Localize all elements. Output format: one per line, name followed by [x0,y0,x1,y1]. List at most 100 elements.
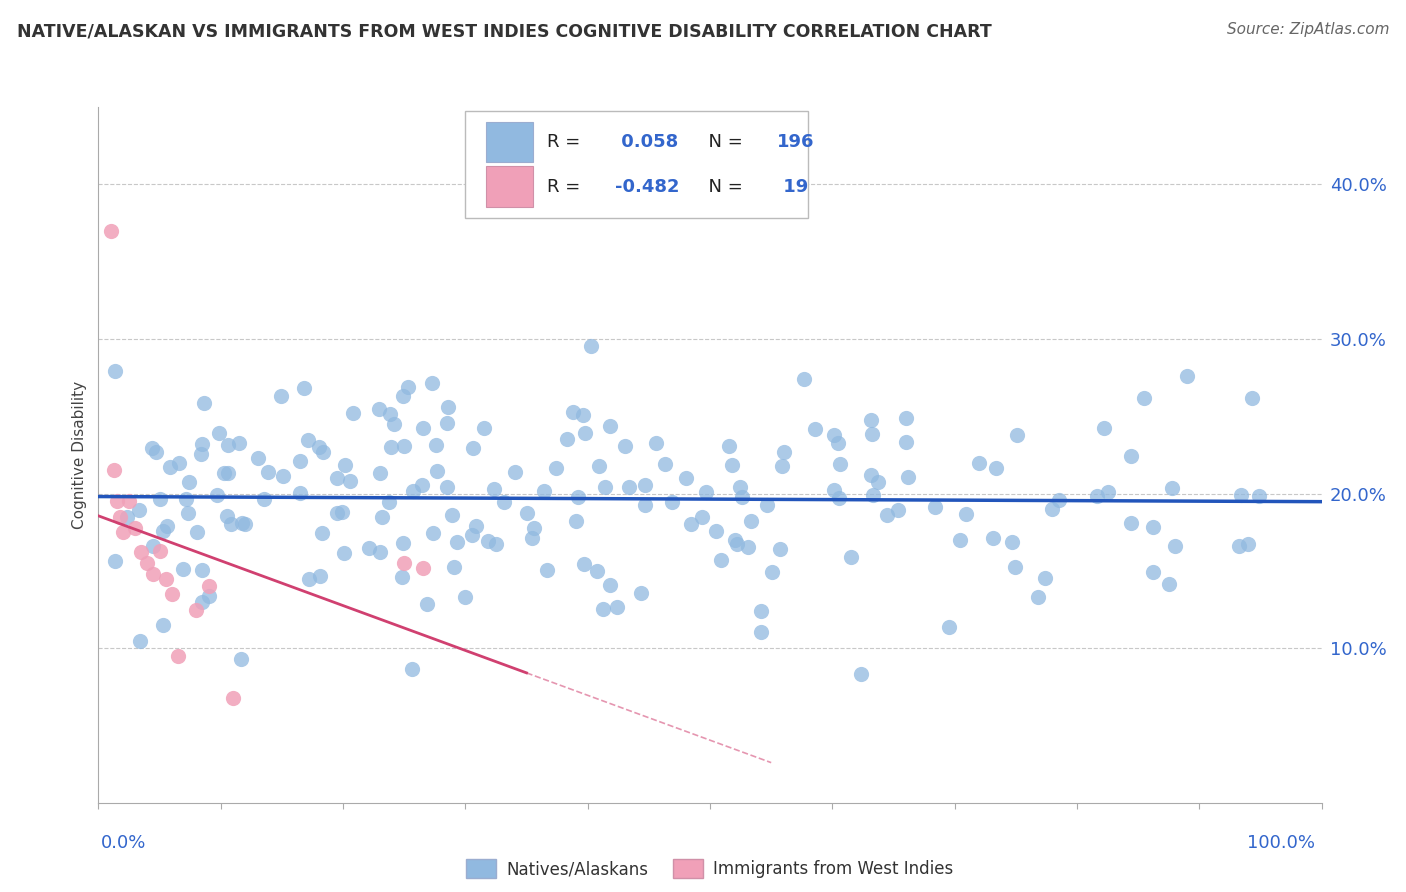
Point [247,450,270,465]
Point [770,458,793,473]
Point [969,456,991,470]
Point [257,465,280,479]
Point [214,466,236,480]
Point [1249,489,1271,503]
Point [141,441,163,455]
Point [159,459,181,474]
Point [592,602,614,616]
Point [477,533,499,548]
Point [730,491,752,505]
Point [174,491,197,506]
Point [186,525,208,540]
Point [533,483,555,498]
Point [725,537,748,551]
Point [536,563,558,577]
Point [761,565,783,579]
Point [446,534,468,549]
Point [378,495,401,509]
Point [357,541,380,555]
Point [326,506,349,520]
Point [411,478,433,492]
Text: -0.482: -0.482 [614,178,679,195]
Point [675,470,697,484]
Point [544,460,567,475]
Point [368,466,391,480]
Point [718,439,741,453]
Point [1241,391,1264,405]
Point [193,395,215,409]
Point [443,560,465,574]
Point [523,521,546,535]
Point [416,597,439,611]
Point [567,491,589,505]
Point [396,380,419,394]
Point [167,648,190,663]
Point [827,435,849,450]
Point [1040,502,1063,516]
Point [290,454,312,468]
Point [630,586,652,600]
Point [253,491,276,506]
Point [128,502,150,516]
Point [599,578,621,592]
Point [145,445,167,459]
Point [634,478,657,492]
Point [197,579,219,593]
Point [149,492,172,507]
Point [426,464,449,478]
Point [803,422,825,436]
Point [172,561,194,575]
Point [198,590,221,604]
Point [392,439,415,453]
Point [654,458,676,472]
Point [103,463,125,477]
Point [485,537,508,551]
Point [367,401,389,416]
Point [896,435,918,450]
Point [938,620,960,634]
Point [1047,493,1070,508]
Point [828,491,851,506]
Point [613,439,636,453]
Point [402,483,425,498]
Point [737,540,759,554]
Point [710,552,733,566]
Point [217,467,239,481]
Point [330,504,353,518]
Point [222,690,245,705]
Point [1227,539,1250,553]
Point [298,572,321,586]
Point [412,561,434,575]
Point [862,488,884,502]
Point [823,483,845,497]
Point [1157,576,1180,591]
Point [1230,488,1253,502]
Point [441,508,464,522]
Point [160,587,183,601]
Point [588,459,610,474]
Point [167,456,190,470]
Point [217,509,239,524]
FancyBboxPatch shape [486,167,533,207]
Point [111,525,134,540]
Point [645,436,668,450]
Point [128,633,150,648]
Point [924,500,946,514]
Point [1132,392,1154,406]
Point [333,458,356,473]
FancyBboxPatch shape [486,122,533,162]
Point [463,441,485,455]
Point [339,475,361,489]
Point [464,518,486,533]
Point [679,516,702,531]
Point [342,406,364,420]
Point [191,595,214,609]
Point [823,428,845,442]
Point [110,509,132,524]
Point [634,498,657,512]
Point [392,556,416,570]
Point [191,437,214,451]
Point [482,482,505,496]
Point [228,435,250,450]
Point [887,503,910,517]
